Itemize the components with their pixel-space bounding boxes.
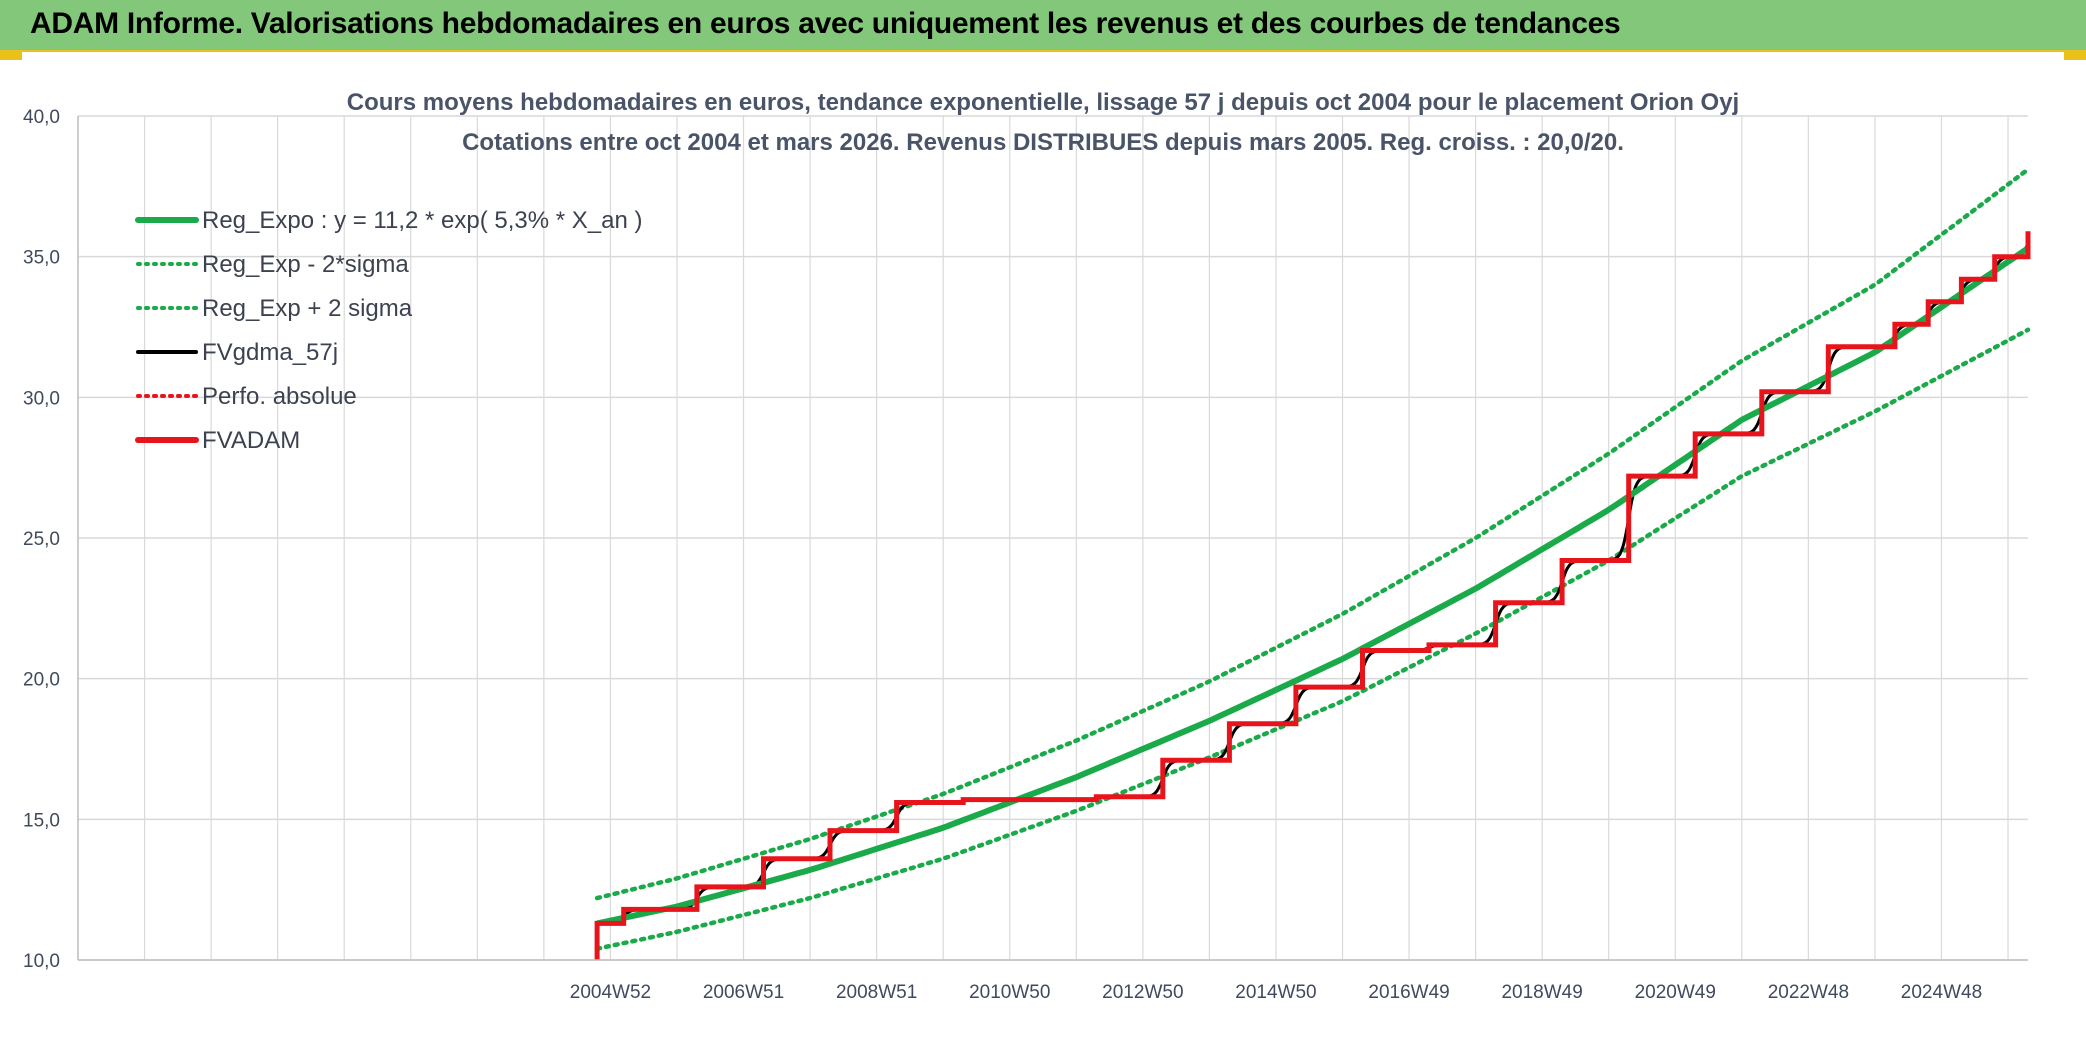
series-reg-exp-plus-2sigma [594,167,2031,901]
header-bar: ADAM Informe. Valorisations hebdomadaire… [0,0,2086,52]
y-tick-label: 15,0 [23,810,60,831]
x-tick-label: 2008W51 [836,982,917,1003]
legend-label: Reg_Expo : y = 11,2 * exp( 5,3% * X_an ) [202,207,642,234]
y-tick-label: 10,0 [23,951,60,972]
x-tick-label: 2004W52 [570,982,651,1003]
grid [77,115,2028,961]
legend: Reg_Expo : y = 11,2 * exp( 5,3% * X_an )… [135,207,642,454]
left-corner-mark [0,52,22,60]
y-tick-label: 20,0 [23,670,60,691]
legend-label: Perfo. absolue [202,383,357,410]
legend-label: Reg_Exp - 2*sigma [202,251,409,278]
series-fvgdma-57j [597,243,2030,925]
x-tick-label: 2014W50 [1235,982,1316,1003]
chart: 10,0 15,0 20,0 25,0 30,0 35,0 40,0 2004W52 2006W… [23,89,2031,1003]
y-tick-label: 35,0 [23,248,60,269]
chart-subtitle: Cotations entre oct 2004 et mars 2026. R… [462,129,1624,156]
x-tick-label: 2006W51 [703,982,784,1003]
series-reg-expo [596,245,2030,927]
y-tick-label: 40,0 [23,107,60,128]
x-tick-label: 2022W48 [1768,982,1849,1003]
legend-label: Reg_Exp + 2 sigma [202,295,413,322]
y-tick-label: 30,0 [23,388,60,409]
series-fvadam [594,231,2031,960]
chart-titles: Cours moyens hebdomadaires en euros, ten… [347,89,1739,156]
x-tick-label: 2020W49 [1635,982,1716,1003]
x-tick-label: 2024W48 [1901,982,1982,1003]
y-tick-label: 25,0 [23,529,60,550]
x-tick-label: 2018W49 [1501,982,1582,1003]
legend-label: FVADAM [202,427,300,454]
x-tick-label: 2016W49 [1368,982,1449,1003]
x-tick-label: 2012W50 [1102,982,1183,1003]
right-corner-mark [2064,52,2086,60]
series-reg-exp-minus-2sigma [594,327,2031,951]
chart-title: Cours moyens hebdomadaires en euros, ten… [347,89,1739,116]
legend-label: FVgdma_57j [202,339,338,366]
header-title: ADAM Informe. Valorisations hebdomadaire… [30,7,1621,40]
x-tick-label: 2010W50 [969,982,1050,1003]
series-layer [594,167,2031,960]
axes: 10,0 15,0 20,0 25,0 30,0 35,0 40,0 2004W52 2006W… [23,107,2028,1003]
